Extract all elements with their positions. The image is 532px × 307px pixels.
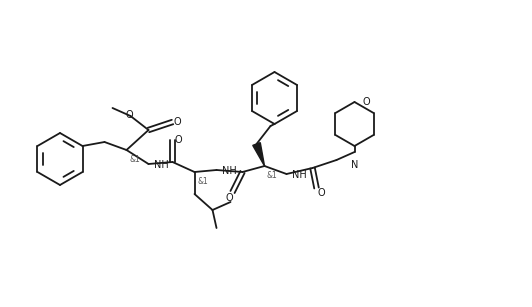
Text: O: O xyxy=(126,110,134,120)
Text: O: O xyxy=(362,97,370,107)
Text: &1: &1 xyxy=(129,154,140,164)
Text: NH: NH xyxy=(292,170,306,180)
Text: N: N xyxy=(351,160,358,170)
Text: O: O xyxy=(226,193,234,203)
Text: O: O xyxy=(318,188,326,198)
Text: &1: &1 xyxy=(267,170,277,180)
Text: NH: NH xyxy=(221,166,236,176)
Text: O: O xyxy=(174,135,182,145)
Polygon shape xyxy=(253,143,264,166)
Text: NH: NH xyxy=(154,160,168,170)
Text: &1: &1 xyxy=(197,177,208,185)
Text: O: O xyxy=(174,117,181,127)
